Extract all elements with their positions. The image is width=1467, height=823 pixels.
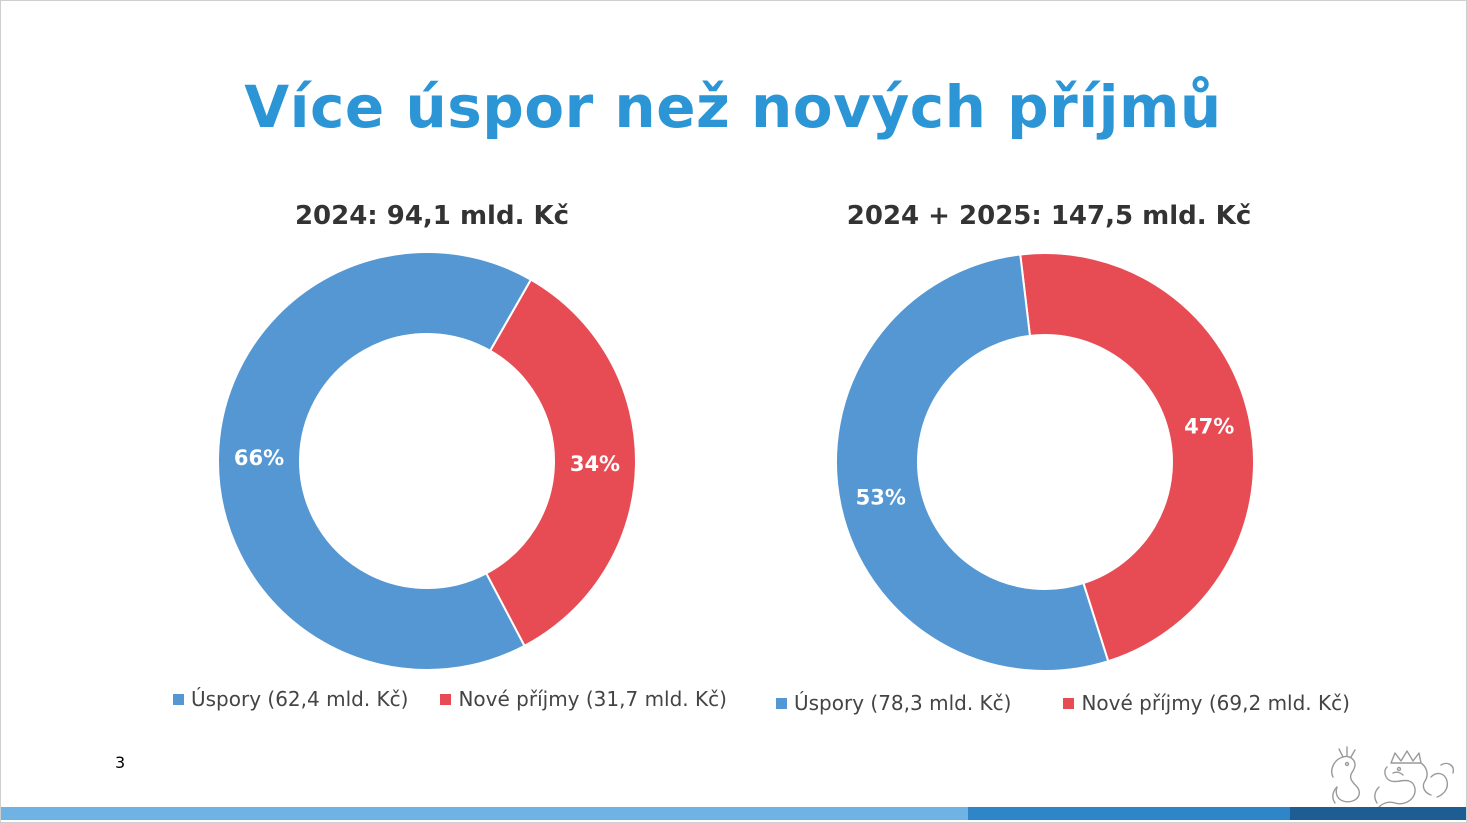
page-number: 3 [115,753,126,772]
chart-2-legend-nove-prijmy-label: Nové příjmy (69,2 mld. Kč) [1081,691,1350,715]
chart-1-legend-uspory: Úspory (62,4 mld. Kč) [173,687,408,711]
donut-slice-nove-prijmy [484,278,637,648]
chart-1-legend-uspory-label: Úspory (62,4 mld. Kč) [191,687,409,711]
czech-lion-icon [1331,746,1455,808]
chart-2-legend: Úspory (78,3 mld. Kč) Nové příjmy (69,2 … [776,691,1350,715]
chart-1-legend-nove-prijmy: Nové příjmy (31,7 mld. Kč) [440,687,727,711]
chart-1-legend-nove-prijmy-label: Nové příjmy (31,7 mld. Kč) [458,687,727,711]
chart-1-donut: 34% 66% [217,251,637,671]
footer-bar-segment [1,807,968,820]
chart-2-title: 2024 + 2025: 147,5 mld. Kč [846,201,1252,231]
chart-2-legend-nove-prijmy: Nové příjmy (69,2 mld. Kč) [1063,691,1350,715]
donut-slice-uspory [217,251,533,671]
donut-slice-nove-prijmy [1019,252,1255,663]
legend-swatch-nove-prijmy [440,693,452,705]
footer-bar-segment [1290,807,1466,820]
legend-swatch-nove-prijmy [1063,697,1075,709]
donut-label-uspory: 66% [234,446,284,470]
donut-label-nove-prijmy: 34% [570,452,620,476]
chart-2-legend-uspory-label: Úspory (78,3 mld. Kč) [794,691,1012,715]
legend-swatch-uspory [173,693,184,705]
footer-bar [1,807,1466,820]
chart-2-legend-uspory: Úspory (78,3 mld. Kč) [776,691,1011,715]
chart-2-donut: 47% 53% [835,252,1255,672]
slide-title: Více úspor než nových příjmů [244,73,1222,141]
chart-1-legend: Úspory (62,4 mld. Kč) Nové příjmy (31,7 … [173,687,727,711]
donut-slice-uspory [835,253,1110,672]
donut-label-nove-prijmy: 47% [1184,414,1234,438]
legend-swatch-uspory [776,697,787,709]
footer-bar-segment [967,807,1291,820]
chart-1-title: 2024: 94,1 mld. Kč [294,201,570,231]
donut-label-uspory: 53% [856,486,906,510]
